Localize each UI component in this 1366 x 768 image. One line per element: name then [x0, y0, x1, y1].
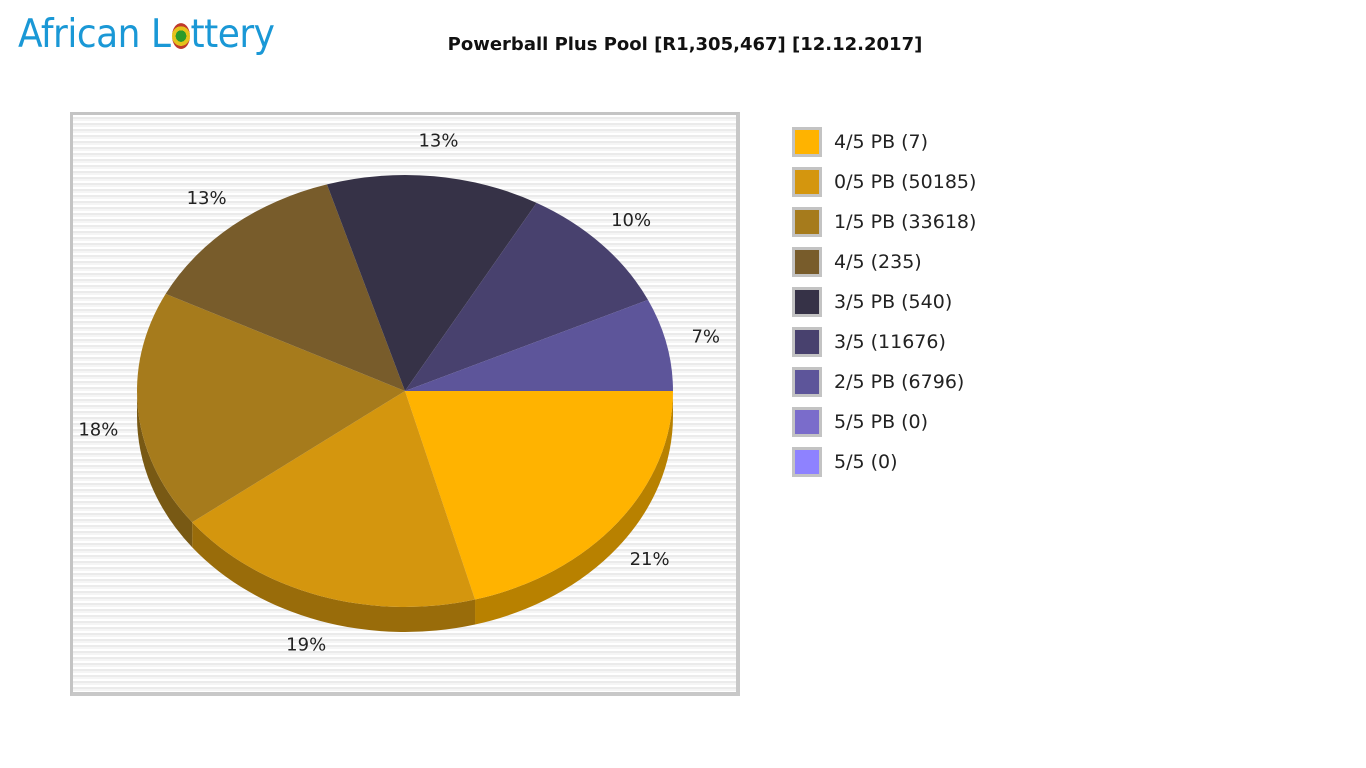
legend-item: 3/5 (11676) [792, 322, 976, 362]
legend-swatch [792, 367, 822, 397]
pie-slice [405, 299, 673, 391]
pie-percent-label: 13% [418, 130, 458, 151]
pie-percent-label: 19% [286, 635, 326, 656]
pie-percent-label: 21% [630, 549, 670, 570]
legend-swatch [792, 407, 822, 437]
legend-item: 4/5 PB (7) [792, 122, 976, 162]
pie-slice-side [475, 391, 673, 625]
legend-item: 1/5 PB (33618) [792, 202, 976, 242]
chart-legend: 4/5 PB (7) 0/5 PB (50185) 1/5 PB (33618)… [792, 122, 976, 482]
pie-slice-side [137, 391, 193, 548]
pie-slices [136, 175, 673, 607]
pie-slice-side [192, 522, 476, 632]
legend-label: 3/5 PB (540) [834, 291, 953, 313]
legend-item: 3/5 PB (540) [792, 282, 976, 322]
legend-swatch [792, 327, 822, 357]
legend-label: 2/5 PB (6796) [834, 371, 965, 393]
lottery-ball-icon [171, 23, 190, 50]
legend-label: 4/5 PB (7) [834, 131, 929, 153]
pie-percent-labels: 21% 19% 18% 13% 13% 10% 7% [78, 130, 720, 655]
pie-slice [326, 175, 537, 391]
legend-label: 0/5 PB (50185) [834, 171, 977, 193]
african-lottery-logo[interactable]: African L ttery [18, 6, 275, 64]
pie-slice [165, 184, 405, 391]
pie-slice [405, 391, 673, 600]
legend-label: 5/5 PB (0) [834, 411, 929, 433]
chart-title: Powerball Plus Pool [R1,305,467] [12.12.… [447, 34, 923, 55]
logo-text-start: African L [18, 12, 171, 57]
legend-swatch [792, 447, 822, 477]
legend-swatch [792, 207, 822, 237]
logo-text-end: ttery [190, 12, 275, 57]
legend-item: 5/5 PB (0) [792, 402, 976, 442]
pie-slice [136, 293, 405, 523]
legend-label: 3/5 (11676) [834, 331, 946, 353]
pie-depth-layer [137, 391, 673, 632]
pie-percent-label: 10% [611, 210, 651, 231]
legend-label: 1/5 PB (33618) [834, 211, 977, 233]
legend-label: 5/5 (0) [834, 451, 898, 473]
legend-item: 5/5 (0) [792, 442, 976, 482]
legend-swatch [792, 127, 822, 157]
pie-slice [405, 202, 648, 391]
legend-item: 0/5 PB (50185) [792, 162, 976, 202]
pie-percent-label: 7% [691, 327, 720, 348]
legend-item: 4/5 (235) [792, 242, 976, 282]
pie-percent-label: 13% [187, 188, 227, 209]
legend-swatch [792, 167, 822, 197]
legend-swatch [792, 247, 822, 277]
legend-swatch [792, 287, 822, 317]
legend-label: 4/5 (235) [834, 251, 922, 273]
pie-slice [192, 391, 476, 607]
legend-item: 2/5 PB (6796) [792, 362, 976, 402]
pie-percent-label: 18% [78, 419, 118, 440]
